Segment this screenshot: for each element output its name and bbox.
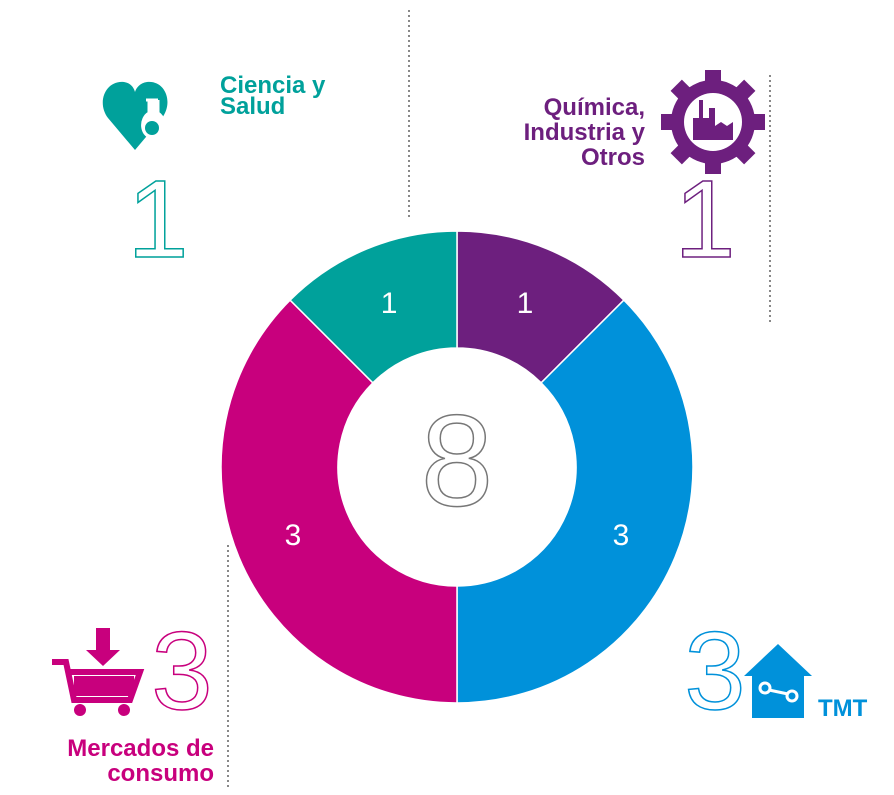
segment-label: 3: [285, 519, 302, 552]
callout-number: 3: [684, 610, 745, 733]
dividers: [227, 10, 771, 790]
center-total: 8: [421, 387, 493, 533]
callout-number: 1: [674, 158, 735, 281]
callout-number: 1: [127, 158, 188, 281]
callout-number: 3: [151, 610, 212, 733]
house-icon: [744, 644, 812, 718]
category-label: Mercados de consumo: [67, 735, 214, 787]
donut-segment: [456, 299, 694, 704]
cart-icon: [52, 628, 145, 716]
category-label: Ciencia y Salud: [220, 72, 326, 120]
gear-icon: [661, 70, 765, 174]
heart-icon: [102, 81, 168, 150]
donut-segment: [289, 230, 458, 384]
category-label: TMT: [818, 695, 868, 722]
segment-label: 1: [381, 287, 398, 320]
segment-label: 1: [517, 287, 534, 320]
donut-segment: [220, 299, 458, 704]
category-label: Química, Industria y Otros: [523, 94, 645, 171]
segment-label: 3: [613, 519, 630, 552]
